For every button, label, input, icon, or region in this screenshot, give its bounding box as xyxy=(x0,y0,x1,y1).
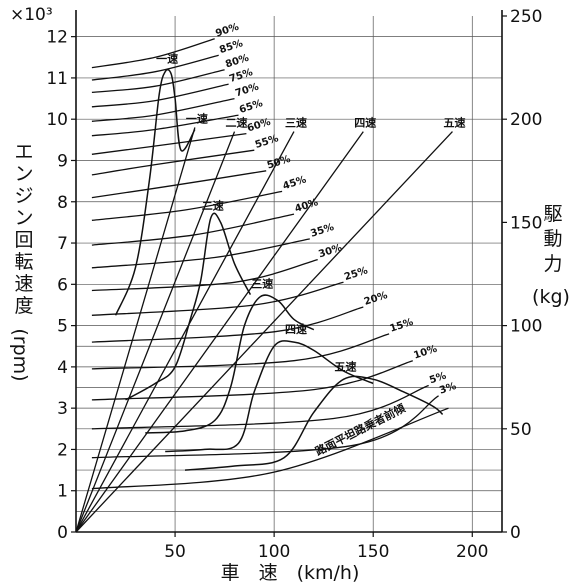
throttle-curve-85pct xyxy=(91,54,219,81)
throttle-curve-80pct xyxy=(91,69,225,94)
throttle-curve-- xyxy=(91,407,449,490)
throttle-curve-40pct xyxy=(91,213,295,246)
gear-speed-line-label: 三速 xyxy=(285,116,307,130)
y-left-tick-label-9: 9 xyxy=(57,151,68,171)
chart-grid xyxy=(76,16,502,533)
y-right-tick-label-250: 250 xyxy=(510,7,542,27)
throttle-curve-70pct xyxy=(91,97,235,122)
gear-speed-line-- xyxy=(75,131,295,533)
y-left-tick-label-10: 10 xyxy=(46,110,68,130)
gear-speed-line-label: 四速 xyxy=(354,116,376,130)
throttle-curve-50pct xyxy=(91,170,267,199)
tractive-force-label: 五速 xyxy=(334,359,356,373)
tractive-force-curve-- xyxy=(145,294,315,434)
throttle-label-45pct: 45% xyxy=(282,174,308,192)
throttle-label-3pct: 3% xyxy=(438,381,458,397)
throttle-curve-3pct xyxy=(91,395,439,459)
y-left-tick-label-11: 11 xyxy=(46,69,68,89)
throttle-label-50pct: 50% xyxy=(266,154,292,172)
y-left-tick-label-8: 8 xyxy=(57,193,68,213)
tractive-force-label: 一速 xyxy=(156,52,178,66)
y-left-axis-title: エンジン回転速度 xyxy=(14,141,33,317)
throttle-label-25pct: 25% xyxy=(343,265,369,283)
throttle-curve-65pct xyxy=(91,114,239,137)
throttle-curve-10pct xyxy=(91,360,413,401)
throttle-label-65pct: 65% xyxy=(238,98,264,116)
throttle-label-40pct: 40% xyxy=(293,197,319,215)
x-tick-label-100: 100 xyxy=(258,542,290,562)
y-right-tick-label-150: 150 xyxy=(510,213,542,233)
y-left-tick-label-4: 4 xyxy=(57,358,68,378)
throttle-label-15pct: 15% xyxy=(389,317,415,335)
throttle-curve-20pct xyxy=(91,306,364,343)
throttle-label-35pct: 35% xyxy=(309,222,335,240)
y-left-tick-label-6: 6 xyxy=(57,275,68,295)
throttle-label-75pct: 75% xyxy=(228,67,254,85)
y-left-tick-label-12: 12 xyxy=(46,28,68,48)
gear-speed-lines: 一速 二速 三速 四速 五速 xyxy=(75,111,465,533)
y-right-tick-label-200: 200 xyxy=(510,110,542,130)
throttle-label-85pct: 85% xyxy=(218,38,244,56)
y-left-axis-unit: (rpm) xyxy=(9,328,31,381)
throttle-curve-45pct xyxy=(91,190,283,221)
y-right-tick-label-50: 50 xyxy=(510,420,532,440)
y-left-tick-label-7: 7 xyxy=(57,234,68,254)
y-left-tick-label-5: 5 xyxy=(57,317,68,337)
y-left-multiplier: ×10³ xyxy=(10,5,53,25)
gear-speed-line-label: 五速 xyxy=(443,116,465,130)
gear-speed-line-label: 一速 xyxy=(186,111,208,125)
throttle-curve-55pct xyxy=(91,149,255,176)
throttle-label-5pct: 5% xyxy=(428,371,448,387)
throttle-curve-5pct xyxy=(91,384,429,430)
throttle-curve-15pct xyxy=(91,333,390,370)
y-left-tick-label-2: 2 xyxy=(57,440,68,460)
throttle-curve-60pct xyxy=(91,132,247,155)
y-right-tick-label-100: 100 xyxy=(510,317,542,337)
tractive-force-label: 二速 xyxy=(202,198,224,212)
y-left-tick-label-0: 0 xyxy=(57,523,68,543)
y-left-tick-label-3: 3 xyxy=(57,399,68,419)
tractive-force-label: 四速 xyxy=(285,322,307,336)
gear-speed-line-- xyxy=(75,131,453,533)
throttle-curve-25pct xyxy=(91,281,344,316)
x-tick-label-200: 200 xyxy=(456,542,488,562)
gear-speed-line-- xyxy=(75,127,196,533)
tractive-force-curve-- xyxy=(165,340,374,453)
tractive-force-curve-- xyxy=(184,375,444,471)
x-tick-label-50: 50 xyxy=(164,542,186,562)
throttle-label-70pct: 70% xyxy=(234,82,260,100)
y-right-axis-title: 駆動力 xyxy=(543,203,562,275)
throttle-curve-90pct xyxy=(91,38,215,69)
y-right-axis-unit: (kg) xyxy=(532,286,570,308)
throttle-label-20pct: 20% xyxy=(363,290,389,308)
gear-speed-line-- xyxy=(75,131,364,533)
tractive-force-curve-- xyxy=(125,212,252,401)
gear-speed-line-label: 二速 xyxy=(226,116,248,130)
x-axis-title: 車 速 (km/h) xyxy=(221,562,360,584)
y-right-tick-label-0: 0 xyxy=(510,523,521,543)
throttle-curve-35pct xyxy=(91,238,310,269)
y-left-tick-label-1: 1 xyxy=(57,482,68,502)
gear-speed-line-- xyxy=(75,131,236,533)
throttle-curve-30pct xyxy=(91,258,318,292)
throttle-curve-75pct xyxy=(91,83,229,108)
tractive-force-curve-- xyxy=(114,68,196,316)
tractive-force-label: 三速 xyxy=(251,277,273,291)
x-tick-label-150: 150 xyxy=(357,542,389,562)
throttle-label-55pct: 55% xyxy=(254,133,280,151)
